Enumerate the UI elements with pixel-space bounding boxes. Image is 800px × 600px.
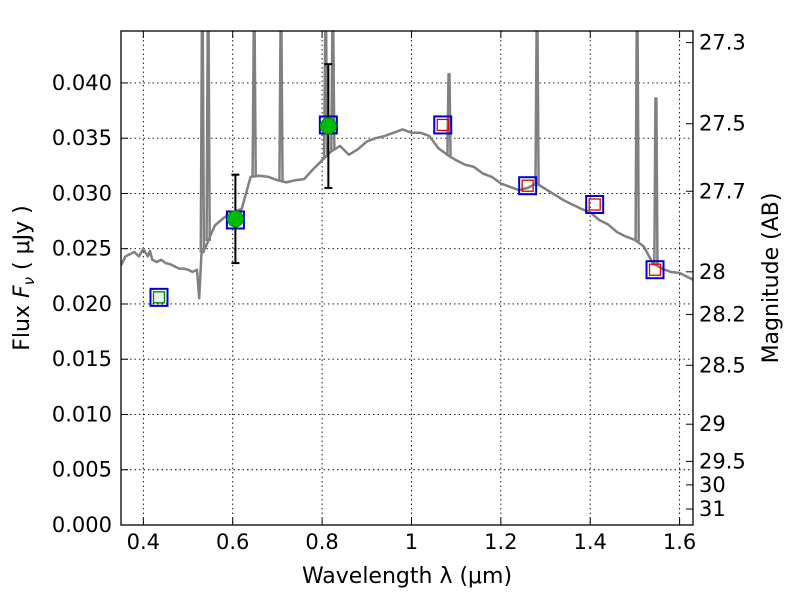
axes-frame bbox=[120, 30, 694, 526]
emission-line-spike bbox=[534, 31, 540, 184]
emission-line-spike bbox=[653, 97, 659, 266]
x-tick-label: 1.6 bbox=[663, 530, 696, 554]
model-flux-square bbox=[588, 198, 601, 211]
emission-line-spike bbox=[199, 31, 206, 253]
x-tick-label: 0.8 bbox=[305, 530, 338, 554]
y-axis: 0.000 0.005 0.010 0.015 0.020 0.025 0.030 0.035… bbox=[52, 71, 128, 537]
magnitude-tick-label: 29.5 bbox=[699, 449, 746, 473]
x-axis-label: Wavelength λ (μm) bbox=[302, 564, 512, 589]
observed-flux-point bbox=[319, 117, 337, 135]
y-tick-label: 0.040 bbox=[52, 71, 112, 95]
y-axis-label: Flux Fν ( μJy ) bbox=[10, 205, 38, 350]
magnitude-axis-label: Magnitude (AB) bbox=[759, 193, 784, 364]
x-tick-label: 0.4 bbox=[127, 530, 160, 554]
y-tick-label: 0.030 bbox=[52, 181, 112, 205]
observed-flux-point bbox=[226, 210, 244, 228]
band-flux-box bbox=[149, 287, 169, 307]
magnitude-tick-label: 28.2 bbox=[699, 302, 746, 326]
y-tick-label: 0.005 bbox=[52, 458, 112, 482]
x-tick-label: 1.4 bbox=[574, 530, 607, 554]
y-tick-label: 0.010 bbox=[52, 402, 112, 426]
magnitude-tick-label: 28.5 bbox=[699, 353, 746, 377]
band-flux-box bbox=[645, 260, 665, 280]
band-flux-box bbox=[433, 115, 453, 135]
y-label-prefix: Flux bbox=[10, 298, 35, 351]
emission-line-spike bbox=[205, 31, 211, 241]
magnitude-tick-label: 27.7 bbox=[699, 179, 746, 203]
model-spectrum-line bbox=[121, 128, 693, 300]
model-flux-square bbox=[152, 291, 166, 304]
magnitude-tick-label: 31 bbox=[699, 497, 726, 521]
y-tick-label: 0.015 bbox=[52, 347, 112, 371]
plot-content bbox=[121, 31, 693, 307]
band-flux-box bbox=[585, 195, 605, 215]
y-tick-label: 0.025 bbox=[52, 237, 112, 261]
model-flux-square bbox=[436, 118, 449, 132]
y-tick-label: 0.035 bbox=[52, 126, 112, 150]
y-tick-label: 0.020 bbox=[52, 292, 112, 316]
magnitude-tick-label: 29 bbox=[699, 412, 726, 436]
emission-line-spike bbox=[322, 31, 329, 157]
emission-line-spike bbox=[330, 31, 336, 151]
y-label-symbol: F bbox=[10, 285, 35, 298]
magnitude-tick-label: 27.3 bbox=[699, 31, 746, 55]
model-flux-square bbox=[648, 263, 662, 276]
plot-area bbox=[121, 31, 693, 525]
y-label-unit: ( μJy ) bbox=[10, 205, 35, 277]
y-tick-label: 0.000 bbox=[52, 513, 112, 537]
emission-line-spike bbox=[446, 72, 452, 156]
model-flux-square bbox=[521, 179, 534, 192]
x-tick-label: 1 bbox=[405, 530, 418, 554]
band-flux-box bbox=[518, 176, 538, 196]
magnitude-tick-label: 27.5 bbox=[699, 112, 746, 136]
y-label-subscript: ν bbox=[20, 277, 38, 285]
magnitude-tick-label: 30 bbox=[699, 473, 726, 497]
magnitude-tick-label: 28 bbox=[699, 260, 726, 284]
emission-line-spike bbox=[634, 31, 640, 242]
emission-line-spike bbox=[251, 31, 257, 177]
emission-line-spike bbox=[278, 31, 284, 182]
x-axis: 0.4 0.6 0.8 1 1.2 1.4 1.6 bbox=[127, 31, 696, 554]
x-tick-label: 1.2 bbox=[484, 530, 517, 554]
x-tick-label: 0.6 bbox=[216, 530, 249, 554]
